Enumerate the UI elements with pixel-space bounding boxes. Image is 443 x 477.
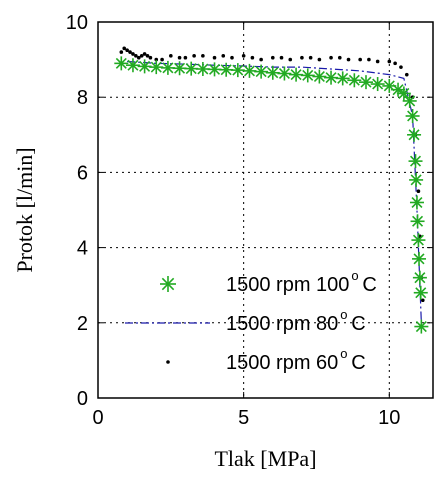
series-60-point <box>125 48 129 52</box>
series-60-point <box>192 54 196 58</box>
series-60-point <box>259 57 263 62</box>
series-100-point <box>312 69 327 84</box>
plot-frame <box>97 21 434 399</box>
series-100-point <box>219 62 234 77</box>
series-100-point <box>402 93 417 108</box>
series-60-point <box>329 55 333 60</box>
series-60-point <box>154 57 159 62</box>
series-100-point <box>411 233 426 248</box>
series-100-point <box>410 214 425 229</box>
series-60-point <box>308 55 313 60</box>
series-60-point <box>134 54 138 58</box>
series-100-point <box>149 60 164 75</box>
series-60-point <box>142 52 147 56</box>
series-60-point <box>367 57 371 62</box>
legend-marker-60 <box>166 360 170 364</box>
series-60-point <box>131 52 135 56</box>
series-60-point <box>145 54 150 58</box>
y-tick-label: 2 <box>77 313 88 335</box>
legend-marker-100 <box>160 276 176 292</box>
series-60-point <box>241 54 246 58</box>
series-60-point <box>279 55 284 60</box>
series-100-point <box>414 319 429 334</box>
y-tick-label: 10 <box>66 12 88 34</box>
series-60-point <box>122 46 127 51</box>
series-100-point <box>409 195 424 210</box>
series-60-point <box>346 57 351 62</box>
series-60-point <box>288 57 293 62</box>
legend-degree-100: o <box>351 268 358 283</box>
series-100-point <box>408 154 423 169</box>
series-100-point <box>114 56 129 71</box>
tick-layer: 0 5 10 0 2 4 6 8 10 <box>66 12 433 429</box>
series-60-point <box>136 55 141 60</box>
series-60-point <box>230 55 234 60</box>
series-60-point <box>393 61 397 66</box>
series-60-point <box>358 57 362 62</box>
x-tick-label: 10 <box>378 407 400 429</box>
series-60-point <box>183 55 188 60</box>
legend-label-80: 1500 rpm 80 <box>226 313 338 335</box>
grid-layer <box>98 22 433 398</box>
legend-degree-60: o <box>340 346 347 361</box>
y-tick-label: 8 <box>77 87 88 109</box>
series-100-point <box>230 63 245 78</box>
legend-unit-100: C <box>362 274 376 296</box>
data-layer <box>114 46 429 334</box>
series-100-point <box>335 71 350 86</box>
series-100-point <box>405 109 420 123</box>
series-60-point <box>139 54 144 58</box>
series-60-point <box>250 55 255 60</box>
legend-label-60: 1500 rpm 60 <box>226 352 338 374</box>
y-tick-label: 4 <box>77 238 88 260</box>
series-100-point <box>137 59 152 74</box>
series-100-point <box>412 270 427 285</box>
series-60-point <box>119 50 124 54</box>
series-100-point <box>277 66 292 81</box>
x-tick-label: 5 <box>238 407 249 429</box>
series-100-point <box>370 77 385 92</box>
series-60-point <box>421 298 425 303</box>
series-100-point <box>347 73 362 88</box>
series-60-point <box>387 59 392 64</box>
series-60-point <box>148 55 153 60</box>
series-60-point <box>300 55 304 60</box>
series-60-point <box>160 57 164 62</box>
series-100-point <box>407 127 422 142</box>
series-60-point <box>177 55 182 60</box>
legend-label-100: 1500 rpm 100 <box>226 274 349 296</box>
series-60-point <box>270 55 275 60</box>
y-tick-label: 0 <box>77 388 88 410</box>
series-60-point <box>128 50 132 54</box>
series-100-point <box>413 285 428 300</box>
series-60-point <box>317 57 322 62</box>
series-100-point <box>160 60 175 75</box>
legend-unit-80: C <box>351 313 365 335</box>
series-100-point <box>300 68 315 83</box>
legend-degree-80: o <box>340 307 347 322</box>
series-60-point <box>399 65 403 69</box>
series-60-point <box>212 55 217 60</box>
series-100-point <box>396 86 411 101</box>
y-tick-label: 6 <box>77 162 88 184</box>
x-tick-label: 0 <box>92 407 103 429</box>
x-axis-label: Tlak [MPa] <box>214 446 316 471</box>
series-60-point <box>337 55 342 60</box>
series-100-point <box>409 172 424 187</box>
series-100-point <box>254 64 269 79</box>
series-100-point <box>391 82 406 97</box>
series-60-point <box>404 72 409 77</box>
series-60-point <box>169 54 173 58</box>
series-60-point <box>201 54 205 58</box>
series-60-point <box>375 59 380 64</box>
y-axis-label: Protok [l/min] <box>12 147 37 272</box>
series-60-point <box>221 54 226 58</box>
series-60-point <box>416 189 421 193</box>
series-100-point <box>359 75 373 90</box>
series-100-point <box>412 251 427 266</box>
series-100-point <box>125 58 140 73</box>
legend-unit-60: C <box>351 352 365 374</box>
